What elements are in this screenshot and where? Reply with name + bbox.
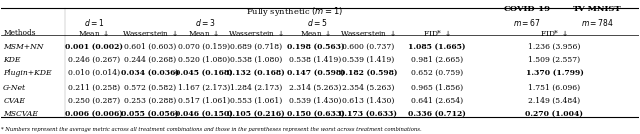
Text: 0.336 (0.712): 0.336 (0.712) xyxy=(408,110,465,118)
Text: MSM+NN: MSM+NN xyxy=(3,43,44,51)
Text: CVAE: CVAE xyxy=(3,96,26,105)
Text: 0.600 (0.737): 0.600 (0.737) xyxy=(342,43,394,51)
Text: 0.010 (0.014): 0.010 (0.014) xyxy=(68,69,120,77)
Text: 0.572 (0.582): 0.572 (0.582) xyxy=(124,83,176,92)
Text: $m=784$: $m=784$ xyxy=(580,17,614,28)
Text: MSCVAE: MSCVAE xyxy=(3,110,38,118)
Text: 0.246 (0.267): 0.246 (0.267) xyxy=(68,56,120,64)
Text: 0.689 (0.718): 0.689 (0.718) xyxy=(230,43,282,51)
Text: $d=3$: $d=3$ xyxy=(195,17,216,28)
Text: 1.167 (2.173): 1.167 (2.173) xyxy=(178,83,230,92)
Text: 0.270 (1.004): 0.270 (1.004) xyxy=(525,110,584,118)
Text: Wasserstein $\downarrow$: Wasserstein $\downarrow$ xyxy=(228,29,284,38)
Text: 0.150 (0.633): 0.150 (0.633) xyxy=(287,110,344,118)
Text: 0.198 (0.563): 0.198 (0.563) xyxy=(287,43,344,51)
Text: KDE: KDE xyxy=(3,56,21,64)
Text: FID* $\downarrow$: FID* $\downarrow$ xyxy=(540,29,568,38)
Text: 1.085 (1.665): 1.085 (1.665) xyxy=(408,43,465,51)
Text: $d=5$: $d=5$ xyxy=(307,17,327,28)
Text: 2.149 (5.484): 2.149 (5.484) xyxy=(529,96,580,105)
Text: Mean $\downarrow$: Mean $\downarrow$ xyxy=(78,29,109,38)
Text: TV-MNIST: TV-MNIST xyxy=(573,5,621,13)
Text: Mean $\downarrow$: Mean $\downarrow$ xyxy=(300,29,332,38)
Text: 0.182 (0.598): 0.182 (0.598) xyxy=(340,69,397,77)
Text: 0.070 (0.159): 0.070 (0.159) xyxy=(178,43,230,51)
Text: Wasserstein $\downarrow$: Wasserstein $\downarrow$ xyxy=(340,29,396,38)
Text: 0.055 (0.056): 0.055 (0.056) xyxy=(121,110,179,118)
Text: 0.641 (2.654): 0.641 (2.654) xyxy=(410,96,463,105)
Text: Plugin+KDE: Plugin+KDE xyxy=(3,69,52,77)
Text: 0.613 (1.430): 0.613 (1.430) xyxy=(342,96,395,105)
Text: 0.538 (1.419): 0.538 (1.419) xyxy=(289,56,342,64)
Text: 0.006 (0.006): 0.006 (0.006) xyxy=(65,110,123,118)
Text: 0.034 (0.036): 0.034 (0.036) xyxy=(121,69,179,77)
Text: Wasserstein $\downarrow$: Wasserstein $\downarrow$ xyxy=(122,29,178,38)
Text: 0.520 (1.080): 0.520 (1.080) xyxy=(178,56,230,64)
Text: 0.981 (2.665): 0.981 (2.665) xyxy=(410,56,463,64)
Text: 0.517 (1.061): 0.517 (1.061) xyxy=(178,96,230,105)
Text: 0.105 (0.216): 0.105 (0.216) xyxy=(227,110,285,118)
Text: $m=67$: $m=67$ xyxy=(513,17,541,28)
Text: * Numbers represent the average metric across all treatment combinations and tho: * Numbers represent the average metric a… xyxy=(1,126,422,132)
Text: 1.236 (3.956): 1.236 (3.956) xyxy=(528,43,580,51)
Text: 0.045 (0.168): 0.045 (0.168) xyxy=(175,69,233,77)
Text: Fully synthetic $(m=1)$: Fully synthetic $(m=1)$ xyxy=(246,5,343,18)
Text: 2.314 (5.263): 2.314 (5.263) xyxy=(289,83,342,92)
Text: 0.244 (0.268): 0.244 (0.268) xyxy=(124,56,176,64)
Text: 2.354 (5.263): 2.354 (5.263) xyxy=(342,83,395,92)
Text: 1.284 (2.173): 1.284 (2.173) xyxy=(230,83,282,92)
Text: G-Net: G-Net xyxy=(3,83,26,92)
Text: 1.751 (6.096): 1.751 (6.096) xyxy=(529,83,580,92)
Text: 0.539 (1.419): 0.539 (1.419) xyxy=(342,56,394,64)
Text: 0.132 (0.168): 0.132 (0.168) xyxy=(227,69,285,77)
Text: COVID-19: COVID-19 xyxy=(504,5,550,13)
Text: $d=1$: $d=1$ xyxy=(84,17,104,28)
Text: 0.046 (0.150): 0.046 (0.150) xyxy=(175,110,233,118)
Text: 0.539 (1.430): 0.539 (1.430) xyxy=(289,96,342,105)
Text: 0.965 (1.856): 0.965 (1.856) xyxy=(410,83,463,92)
Text: 0.553 (1.061): 0.553 (1.061) xyxy=(230,96,282,105)
Text: 0.173 (0.633): 0.173 (0.633) xyxy=(339,110,397,118)
Text: 0.538 (1.080): 0.538 (1.080) xyxy=(230,56,282,64)
Text: 0.250 (0.287): 0.250 (0.287) xyxy=(68,96,120,105)
Text: 0.001 (0.002): 0.001 (0.002) xyxy=(65,43,123,51)
Text: Methods: Methods xyxy=(3,29,36,37)
Text: 0.652 (0.759): 0.652 (0.759) xyxy=(410,69,463,77)
Text: 1.509 (2.557): 1.509 (2.557) xyxy=(529,56,580,64)
Text: Mean $\downarrow$: Mean $\downarrow$ xyxy=(188,29,220,38)
Text: 0.211 (0.258): 0.211 (0.258) xyxy=(68,83,120,92)
Text: 0.147 (0.598): 0.147 (0.598) xyxy=(287,69,344,77)
Text: 0.601 (0.603): 0.601 (0.603) xyxy=(124,43,176,51)
Text: 1.370 (1.799): 1.370 (1.799) xyxy=(525,69,584,77)
Text: FID* $\downarrow$: FID* $\downarrow$ xyxy=(422,29,451,38)
Text: 0.253 (0.288): 0.253 (0.288) xyxy=(124,96,176,105)
